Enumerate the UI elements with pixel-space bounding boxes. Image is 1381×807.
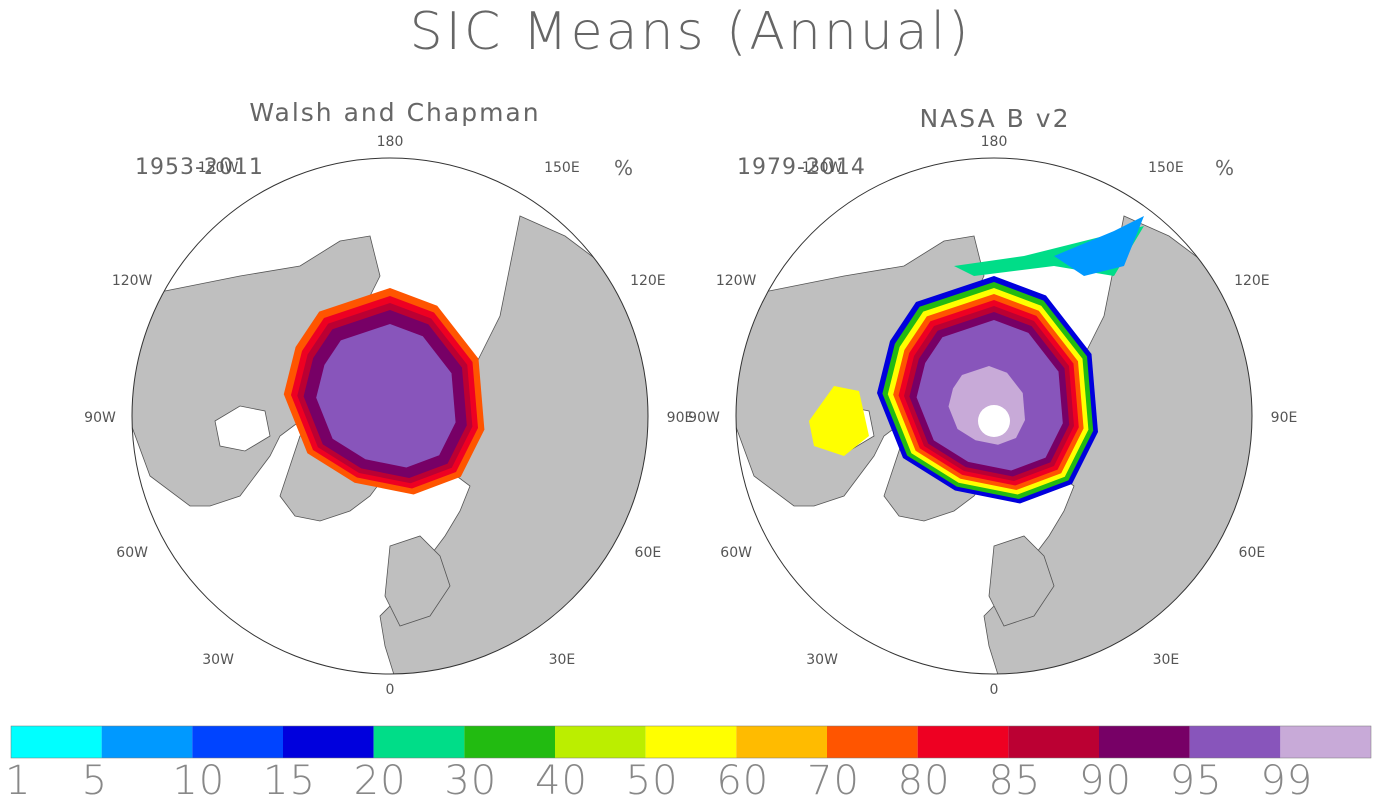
longitude-label: 60W [720, 545, 752, 561]
colorbar-swatch [827, 726, 918, 758]
longitude-label: 90W [688, 410, 720, 426]
longitude-label: 30E [549, 652, 576, 668]
colorbar-tick-label: 70 [807, 758, 860, 804]
colorbar-swatch [1099, 726, 1190, 758]
longitude-label: 120W [112, 273, 153, 289]
colorbar [10, 725, 1372, 759]
colorbar-tick-label: 5 [81, 758, 109, 804]
colorbar-tick-label: 90 [1079, 758, 1132, 804]
longitude-label: 180 [981, 134, 1008, 150]
ice-contour [1054, 216, 1144, 276]
longitude-label: 90E [1271, 410, 1298, 426]
map-boundary [131, 157, 649, 675]
colorbar-swatch [736, 726, 827, 758]
map-panel-right: 180 0 90W 90E 150W 120W 150E 120E 60W 30W 60E 30E [688, 134, 1297, 698]
longitude-label: 60E [1239, 545, 1266, 561]
colorbar-tick-label: 50 [625, 758, 679, 804]
colorbar-swatch [373, 726, 465, 758]
longitude-label: 180 [377, 134, 404, 150]
longitude-label: 30W [202, 652, 234, 668]
longitude-label: 30W [806, 652, 838, 668]
colorbar-tick-label: 60 [716, 758, 770, 804]
panel-title-left: Walsh and Chapman [249, 98, 541, 127]
colorbar-tick-label: 40 [535, 758, 588, 804]
longitude-label: 120E [1234, 273, 1270, 289]
colorbar-swatch [1280, 726, 1371, 758]
colorbar-tick-label: 99 [1260, 758, 1314, 804]
longitude-label: 120W [716, 273, 757, 289]
pole-hole [978, 405, 1010, 437]
colorbar-swatch [283, 726, 374, 758]
longitude-label: 0 [990, 682, 999, 698]
longitude-label: 120E [630, 273, 666, 289]
period-left: 1953-2011 [135, 155, 264, 180]
colorbar-swatch [645, 726, 737, 758]
colorbar-tick-label: 85 [988, 758, 1042, 804]
colorbar-tick-label: 80 [897, 758, 951, 804]
period-right: 1979-2014 [737, 155, 866, 180]
colorbar-tick-label: 10 [172, 758, 226, 804]
colorbar-frame [10, 725, 1372, 759]
longitude-label: 90W [84, 410, 116, 426]
longitude-label: 0 [386, 682, 395, 698]
longitude-label: 150E [1148, 160, 1184, 176]
longitude-label: 30E [1153, 652, 1180, 668]
sea-ice-concentration [809, 216, 1144, 504]
colorbar-swatch [464, 726, 555, 758]
ice-contour [316, 324, 456, 468]
longitude-label: 150E [544, 160, 580, 176]
colorbar-swatch [11, 726, 102, 758]
scandinavia-land [384, 535, 451, 627]
colorbar-tick-label: 30 [444, 758, 498, 804]
figure-title: SIC Means (Annual) [409, 2, 972, 62]
colorbar-swatch [555, 726, 646, 758]
unit-right: % [1215, 156, 1235, 180]
ice-contour [809, 386, 869, 456]
colorbar-tick-label: 1 [5, 758, 32, 804]
colorbar-swatch [101, 726, 193, 758]
longitude-label: 60W [116, 545, 148, 561]
unit-left: % [614, 156, 634, 180]
longitude-label: 150W [802, 160, 843, 176]
map-boundary [735, 157, 1253, 675]
longitude-label: 60E [635, 545, 662, 561]
colorbar-tick-label: 20 [353, 758, 407, 804]
colorbar-tick-label: 15 [263, 758, 316, 804]
longitude-label: 150W [198, 160, 239, 176]
panel-title-right: NASA B v2 [919, 104, 1071, 133]
longitude-label: 90E [667, 410, 694, 426]
colorbar-swatch [1189, 726, 1281, 758]
scandinavia-land [988, 535, 1055, 627]
map-panel-left: 180 0 90W 90E 150W 120W 150E 120E 60W 30W 60E 30E [84, 134, 693, 698]
sea-ice-concentration [283, 288, 485, 495]
colorbar-swatch [917, 726, 1009, 758]
hudson-bay [214, 405, 271, 452]
colorbar-tick-label: 95 [1169, 758, 1223, 804]
colorbar-swatch [192, 726, 283, 758]
colorbar-swatch [1008, 726, 1099, 758]
